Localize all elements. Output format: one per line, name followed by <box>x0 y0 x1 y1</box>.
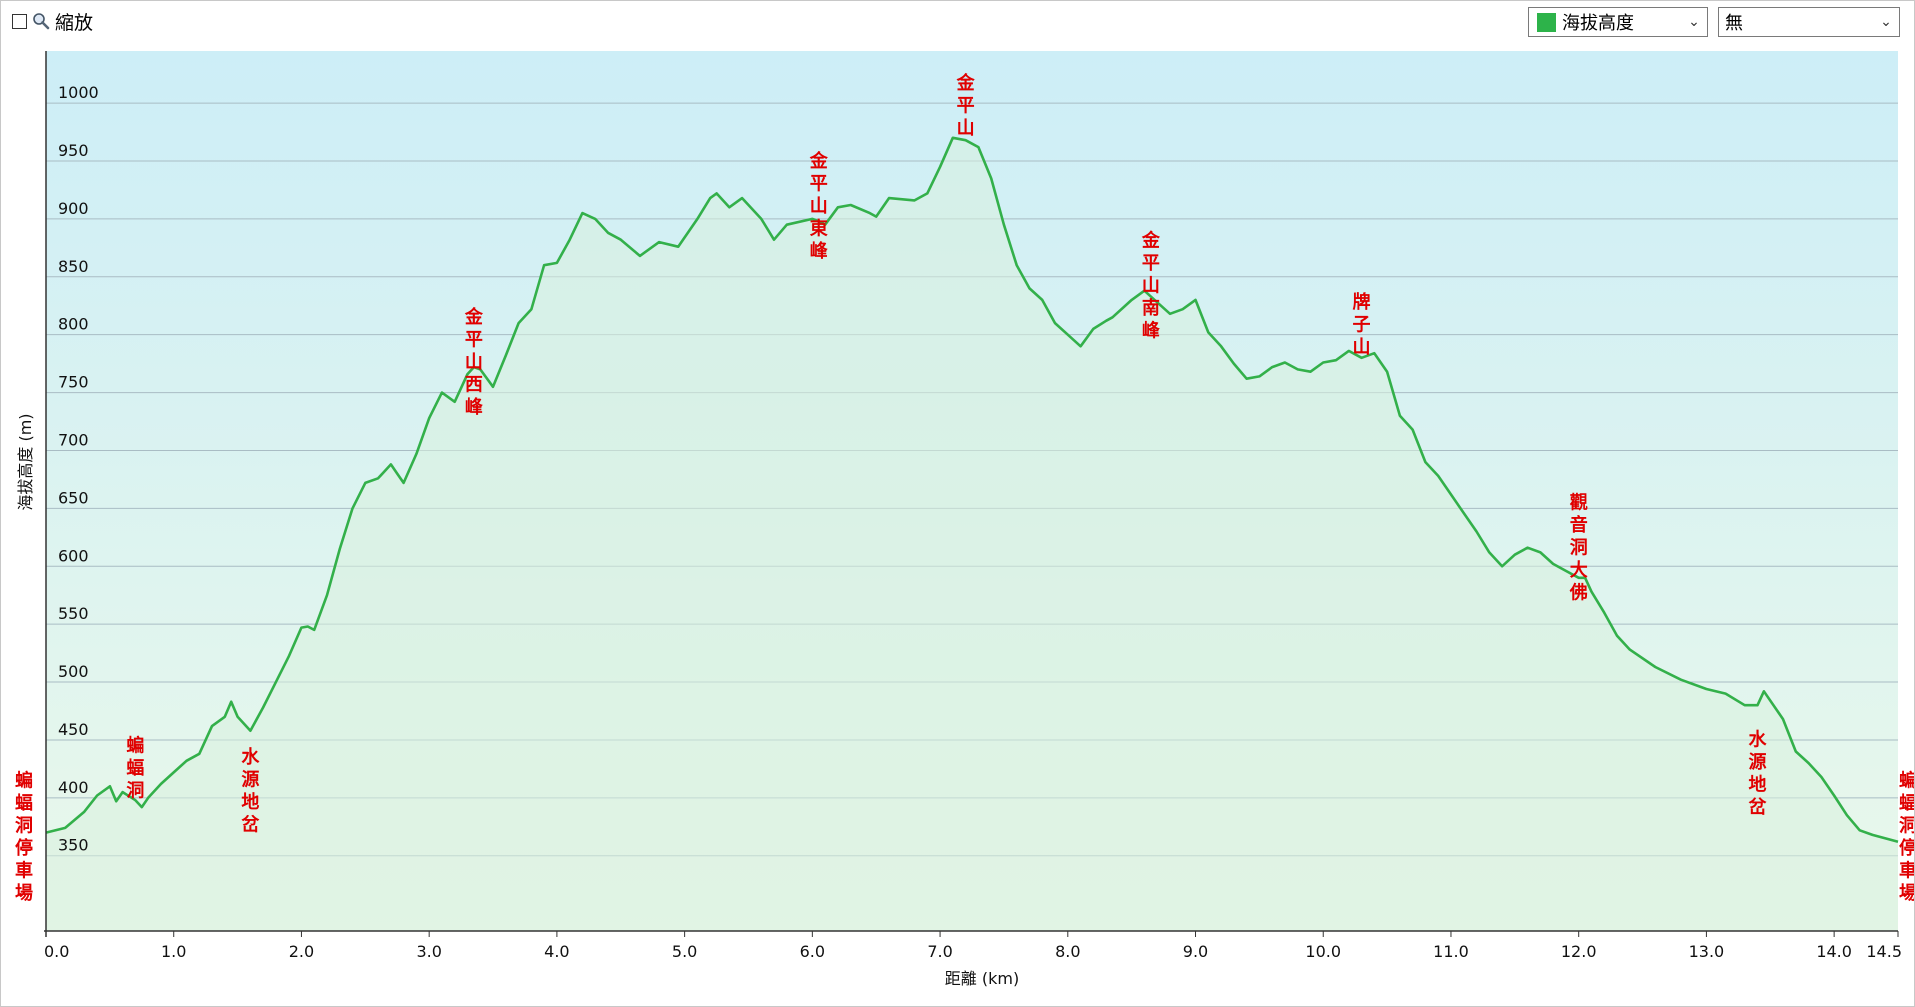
axes <box>44 51 1898 937</box>
x-tick-label: 12.0 <box>1561 942 1597 961</box>
series-color-swatch <box>1537 12 1556 32</box>
peak-labels: 蝙蝠洞停車場 蝙蝠洞 水源地岔 金平山西峰 金平山東峰 金平山金平山南峰牌子山觀音洞大佛水… <box>15 72 1914 904</box>
peak-label: 金平山南峰 <box>1141 230 1161 342</box>
x-tick-label: 9.0 <box>1183 942 1208 961</box>
peak-label: 金平山東峰 <box>809 150 829 262</box>
x-axis-ticks: 0.0 1.0 2.0 3.0 4.0 5.0 6.0 7.0 8.0 9.0 10.0 11.0 12… <box>44 931 1902 961</box>
x-tick-label: 1.0 <box>161 942 186 961</box>
peak-label: 蝙蝠洞停車場 <box>15 769 33 904</box>
y-tick-label: 1000 <box>58 83 99 102</box>
x-tick-label: 2.0 <box>289 942 314 961</box>
chevron-down-icon: ⌄ <box>1880 14 1892 30</box>
y-tick-label: 700 <box>58 430 89 449</box>
y-axis-ticks: 350 400 450 500 550 600 650 700 750 800 850 900 950 1… <box>58 83 99 855</box>
series-select[interactable]: 海拔高度 ⌄ <box>1528 7 1708 37</box>
y-tick-label: 950 <box>58 141 89 160</box>
y-tick-label: 450 <box>58 720 89 739</box>
peak-label: 觀音洞大佛 <box>1569 492 1588 603</box>
y-tick-label: 500 <box>58 662 89 681</box>
x-tick-label: 6.0 <box>800 942 825 961</box>
elevation-area <box>46 137 1898 932</box>
x-tick-label: 14.0 <box>1816 942 1852 961</box>
elevation-chart: 350 400 450 500 550 600 650 700 750 800 850 900 950 1… <box>15 51 1914 988</box>
peak-label: 水源地岔 <box>241 746 260 836</box>
x-tick-label: 3.0 <box>416 942 441 961</box>
y-tick-label: 350 <box>58 836 89 855</box>
y-tick-label: 600 <box>58 546 89 565</box>
x-tick-label: 13.0 <box>1689 942 1725 961</box>
x-tick-label: 8.0 <box>1055 942 1080 961</box>
x-tick-label: 14.5 <box>1866 942 1902 961</box>
zoom-control[interactable]: 縮放 <box>12 10 94 34</box>
x-tick-label: 0.0 <box>44 942 69 961</box>
elevation-line <box>45 136 1899 844</box>
peak-label: 蝙蝠洞 <box>126 735 144 802</box>
y-tick-label: 750 <box>58 373 89 392</box>
zoom-checkbox[interactable] <box>12 13 27 29</box>
x-tick-label: 4.0 <box>544 942 569 961</box>
overlay-select[interactable]: 無 ⌄ <box>1718 7 1900 37</box>
peak-label: 牌子山 <box>1353 291 1371 358</box>
peak-label: 金平山 <box>956 72 976 139</box>
peak-label: 金平山西峰 <box>464 306 484 418</box>
y-tick-label: 900 <box>58 199 89 218</box>
x-axis-title: 距離 (km) <box>945 969 1019 988</box>
y-tick-label: 650 <box>58 488 89 507</box>
peak-label: 蝙蝠洞停車場 <box>1899 769 1914 904</box>
magnifier-icon <box>33 13 50 30</box>
peak-label: 水源地岔 <box>1749 729 1768 819</box>
chart-toolbar: 縮放 海拔高度 ⌄ 無 ⌄ <box>1 1 1914 43</box>
y-tick-label: 550 <box>58 604 89 623</box>
x-tick-label: 11.0 <box>1433 942 1469 961</box>
x-tick-label: 7.0 <box>927 942 952 961</box>
x-tick-label: 5.0 <box>672 942 697 961</box>
chevron-down-icon: ⌄ <box>1688 14 1700 30</box>
zoom-label: 縮放 <box>55 11 94 34</box>
y-axis-title: 海拔高度 (m) <box>16 413 35 510</box>
y-tick-label: 400 <box>58 778 89 797</box>
series-select-value: 海拔高度 <box>1562 13 1634 34</box>
x-tick-label: 10.0 <box>1305 942 1341 961</box>
y-tick-label: 800 <box>58 315 89 334</box>
y-tick-label: 850 <box>58 257 89 276</box>
overlay-select-value: 無 <box>1725 13 1743 34</box>
